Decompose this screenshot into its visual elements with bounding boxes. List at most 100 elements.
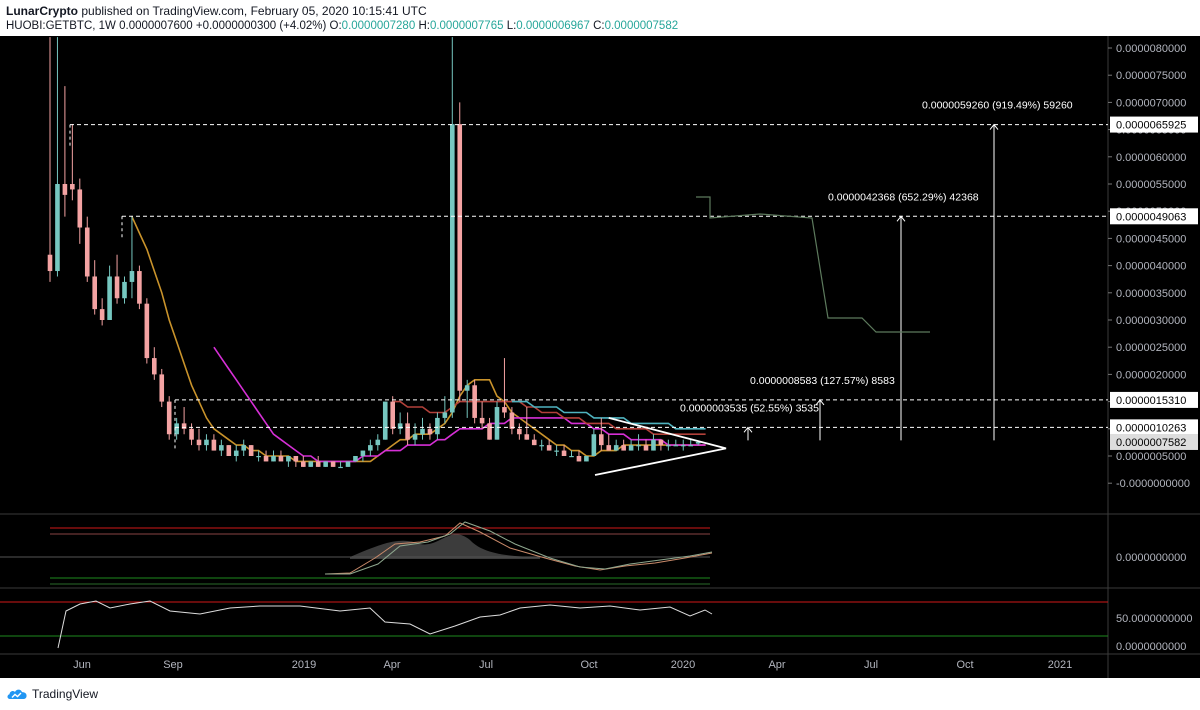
candle-body	[159, 374, 165, 402]
candle-body	[636, 445, 641, 447]
candle-body	[479, 417, 485, 424]
close-label: C:	[593, 20, 605, 32]
candle-body	[606, 445, 612, 451]
y-tick-label: 0.0000020000	[1116, 369, 1186, 381]
candle-body	[114, 276, 120, 299]
price-label-box	[1110, 433, 1198, 450]
ohlc-line: HUOBI:GETBTC, 1W 0.0000007600 +0.0000000…	[6, 20, 678, 32]
candle-body	[517, 428, 522, 435]
candle-body	[561, 450, 567, 456]
moving-average-line	[511, 400, 706, 430]
x-tick-label: Apr	[768, 659, 785, 671]
symbol-label: HUOBI:GETBTC, 1W	[6, 20, 116, 32]
candle-body	[301, 461, 306, 467]
rsi-line	[57, 600, 713, 649]
candle-body	[211, 439, 217, 451]
price-label: 0.0000015310	[1116, 395, 1186, 407]
candle-body	[233, 450, 239, 456]
candle-body	[338, 466, 343, 469]
candle-body	[695, 441, 701, 444]
candle-body	[412, 434, 418, 440]
candle-body	[427, 428, 433, 435]
candle-body	[248, 445, 254, 456]
time-axis: Jun Sep 2019 Apr Jul Oct 2020 Apr Jul Oct 2021	[73, 659, 1072, 671]
candle-body	[308, 461, 314, 467]
target-label: 0.0000042368 (652.29%) 42368	[828, 191, 979, 203]
chart-canvas[interactable]: 0.0000059260 (919.49%) 59260 0.0000042368…	[0, 36, 1200, 678]
target-label: 0.0000059260 (919.49%) 59260	[922, 100, 1073, 112]
candle-body	[70, 184, 75, 190]
candle-body	[204, 439, 209, 446]
candle-body	[99, 309, 105, 320]
candle-body	[196, 439, 202, 446]
tradingview-cloud-icon	[7, 689, 27, 699]
x-tick-label: Jun	[73, 659, 91, 671]
candle-body	[368, 445, 373, 451]
rsi-axis-label: 0.0000000000	[1116, 641, 1186, 653]
target-label: 0.0000003535 (52.55%) 3535	[680, 402, 819, 414]
candle-body	[457, 124, 463, 391]
price-label: 0.0000007582	[1116, 437, 1186, 449]
author-name[interactable]: LunarCrypto	[6, 4, 78, 18]
candle-body	[673, 445, 679, 447]
y-tick-label: 0.0000060000	[1116, 152, 1186, 164]
candle-body	[77, 189, 83, 228]
candle-body	[494, 407, 500, 440]
moving-average-line	[213, 346, 706, 463]
candle-body	[546, 445, 552, 451]
tradingview-brand: TradingView	[32, 687, 99, 701]
target-label: 0.0000008583 (127.57%) 8583	[750, 375, 895, 387]
price-axis: 0.0000080000 0.0000075000 0.0000070000 0.00…	[1108, 43, 1198, 490]
candle-body	[92, 276, 97, 310]
target-arrowhead	[743, 426, 753, 433]
candle-body	[55, 184, 60, 272]
open-label: O:	[329, 20, 342, 32]
candle-body	[688, 445, 693, 447]
candle-body	[591, 434, 597, 456]
candle-body	[189, 428, 194, 440]
candle-body	[84, 227, 90, 277]
candle-body	[554, 450, 559, 452]
candle-body	[435, 417, 440, 435]
candle-body	[263, 456, 269, 462]
chart-header: LunarCrypto published on TradingView.com…	[0, 0, 1200, 36]
y-tick-label: 0.0000045000	[1116, 233, 1186, 245]
triangle-pattern	[594, 417, 727, 476]
candle-body	[442, 412, 448, 418]
high-label: H:	[418, 20, 430, 32]
x-tick-label: Sep	[163, 659, 183, 671]
x-tick-label: 2021	[1048, 659, 1072, 671]
candle-body	[241, 445, 246, 451]
candle-body	[323, 461, 328, 467]
tradingview-logo[interactable]: TradingView	[6, 687, 98, 701]
candle-body	[47, 254, 53, 272]
candle-body	[502, 407, 507, 413]
moving-average-line	[131, 216, 706, 463]
target-arrowhead	[989, 123, 999, 130]
y-tick-label: 0.0000030000	[1116, 315, 1186, 327]
price-label-box	[1110, 419, 1198, 436]
candle-body	[315, 461, 321, 467]
x-tick-label: Jul	[479, 659, 493, 671]
chart-area[interactable]: 0.0000059260 (919.49%) 59260 0.0000042368…	[0, 36, 1200, 678]
candle-body	[390, 401, 395, 429]
candle-body	[680, 445, 686, 447]
x-tick-label: Oct	[580, 659, 597, 671]
candle-body	[226, 445, 232, 456]
price-label: 0.0000010263	[1116, 422, 1186, 434]
y-tick-label: 0.0000025000	[1116, 342, 1186, 354]
target-arrowhead	[815, 399, 825, 406]
candle-body	[613, 445, 619, 451]
candle-body	[531, 439, 537, 446]
candle-body	[621, 445, 626, 451]
macd-signal-line	[324, 522, 713, 575]
x-tick-label: 2019	[292, 659, 316, 671]
y-tick-label: 0.0000040000	[1116, 261, 1186, 273]
candle-body	[576, 456, 582, 462]
publish-line: LunarCrypto published on TradingView.com…	[6, 4, 427, 18]
y-tick-label: 0.0000055000	[1116, 179, 1186, 191]
projection-path	[696, 196, 930, 333]
candle-body	[256, 456, 261, 458]
price-label-box	[1110, 116, 1198, 133]
candle-body	[219, 445, 224, 451]
